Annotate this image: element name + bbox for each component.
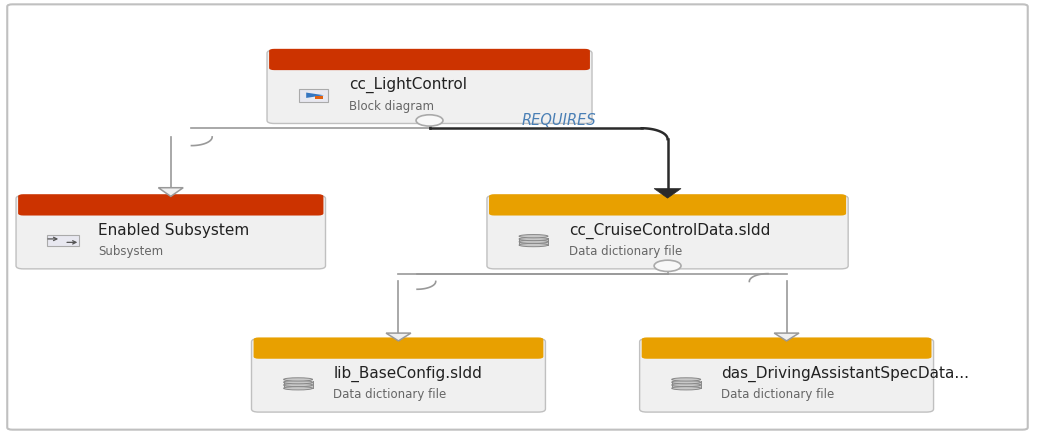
Text: lib_BaseConfig.sldd: lib_BaseConfig.sldd [334, 366, 482, 382]
FancyBboxPatch shape [642, 338, 932, 359]
Bar [520, 242, 548, 245]
Bar [671, 385, 700, 388]
FancyBboxPatch shape [254, 338, 543, 359]
Circle shape [655, 260, 681, 272]
Bar [315, 95, 323, 99]
FancyBboxPatch shape [267, 50, 592, 124]
FancyBboxPatch shape [299, 89, 328, 102]
FancyBboxPatch shape [16, 195, 325, 269]
Polygon shape [387, 333, 410, 341]
FancyBboxPatch shape [7, 4, 1028, 430]
FancyBboxPatch shape [487, 195, 848, 269]
FancyBboxPatch shape [640, 339, 934, 412]
Text: cc_LightControl: cc_LightControl [349, 77, 467, 93]
Bar [284, 385, 313, 388]
Ellipse shape [284, 387, 313, 390]
FancyBboxPatch shape [18, 194, 323, 216]
FancyBboxPatch shape [489, 194, 846, 216]
Text: Enabled Subsystem: Enabled Subsystem [98, 223, 249, 238]
Ellipse shape [520, 243, 548, 247]
Ellipse shape [284, 378, 313, 381]
Text: REQUIRES: REQUIRES [522, 113, 596, 128]
Ellipse shape [520, 237, 548, 240]
Bar [278, 60, 581, 68]
Ellipse shape [671, 378, 700, 381]
Text: Subsystem: Subsystem [98, 245, 163, 258]
Circle shape [416, 115, 443, 126]
Ellipse shape [671, 387, 700, 390]
Bar [263, 349, 534, 357]
Text: Data dictionary file: Data dictionary file [568, 245, 682, 258]
Text: Block diagram: Block diagram [349, 100, 434, 113]
Ellipse shape [284, 383, 313, 387]
Bar [671, 383, 700, 385]
Bar [284, 383, 313, 385]
FancyBboxPatch shape [251, 339, 545, 412]
Ellipse shape [671, 383, 700, 387]
Bar [651, 349, 923, 357]
Text: Data dictionary file: Data dictionary file [334, 388, 447, 401]
FancyBboxPatch shape [269, 49, 590, 70]
Ellipse shape [520, 234, 548, 238]
Text: das_DrivingAssistantSpecData...: das_DrivingAssistantSpecData... [721, 366, 969, 382]
Ellipse shape [520, 240, 548, 243]
Ellipse shape [284, 381, 313, 384]
FancyBboxPatch shape [47, 235, 79, 247]
Text: cc_CruiseControlData.sldd: cc_CruiseControlData.sldd [568, 223, 770, 239]
Polygon shape [158, 187, 183, 196]
Bar [520, 240, 548, 242]
Bar [27, 205, 314, 214]
Polygon shape [774, 333, 799, 341]
Polygon shape [655, 188, 681, 198]
Bar [499, 205, 836, 214]
Ellipse shape [671, 381, 700, 384]
Text: Data dictionary file: Data dictionary file [721, 388, 834, 401]
Polygon shape [307, 92, 324, 98]
